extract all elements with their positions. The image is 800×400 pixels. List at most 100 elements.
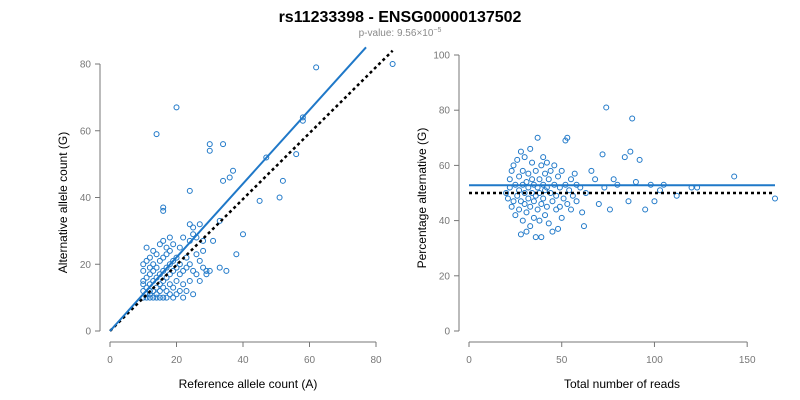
data-point — [508, 167, 515, 174]
data-point — [190, 231, 197, 238]
data-point — [190, 224, 197, 231]
data-point — [173, 254, 180, 261]
data-point — [506, 176, 513, 183]
y-tick-label: 80 — [80, 60, 92, 71]
data-point — [549, 228, 556, 235]
data-point — [610, 176, 617, 183]
data-point — [150, 261, 157, 268]
data-point — [516, 173, 523, 180]
data-point — [153, 291, 160, 298]
data-point — [156, 241, 163, 248]
data-point — [599, 151, 606, 158]
data-point — [173, 291, 180, 298]
data-point — [210, 237, 217, 244]
y-tick-label: 100 — [433, 51, 450, 62]
data-point — [186, 221, 193, 228]
data-point — [519, 217, 526, 224]
data-point — [556, 203, 563, 210]
data-point — [538, 234, 545, 241]
data-point — [527, 203, 534, 210]
data-point — [276, 194, 283, 201]
data-point — [558, 214, 565, 221]
data-point — [580, 223, 587, 230]
data-point — [568, 176, 574, 183]
data-point — [186, 277, 193, 284]
data-point — [516, 206, 523, 213]
data-point — [156, 287, 163, 294]
data-point — [519, 167, 526, 174]
p-value-mantissa: 9.56 — [397, 28, 417, 39]
data-point — [170, 294, 177, 301]
data-point — [220, 177, 227, 184]
data-point — [279, 177, 286, 184]
data-point — [532, 167, 539, 174]
data-point — [160, 284, 167, 291]
data-point — [166, 261, 173, 268]
data-point — [657, 187, 664, 194]
data-point — [203, 267, 210, 274]
data-point — [542, 212, 549, 219]
data-point — [196, 257, 203, 264]
y-tick-label: 80 — [439, 106, 451, 117]
chart-subtitle: p-value: 9.56×10−5 — [359, 27, 442, 39]
data-point — [560, 195, 567, 202]
data-point — [529, 176, 536, 183]
data-point — [523, 178, 530, 185]
data-point — [566, 187, 573, 194]
data-point — [629, 115, 636, 122]
data-point — [176, 271, 183, 278]
data-point — [293, 151, 300, 158]
data-point — [530, 214, 537, 221]
data-point — [731, 173, 738, 180]
data-point — [216, 264, 223, 271]
data-point — [190, 291, 197, 298]
data-point — [170, 284, 177, 291]
x-tick-label: 60 — [304, 355, 316, 366]
data-point — [606, 206, 613, 213]
data-point — [150, 294, 157, 301]
data-point — [166, 247, 173, 254]
data-point — [160, 254, 167, 261]
data-point — [543, 203, 550, 210]
reference-line — [109, 49, 394, 332]
data-point — [534, 206, 541, 213]
y-tick-label: 0 — [85, 327, 91, 338]
data-point — [206, 147, 213, 154]
x-tick-label: 80 — [370, 355, 382, 366]
data-point — [564, 134, 571, 141]
data-point — [166, 291, 173, 298]
data-point — [621, 154, 628, 161]
y-tick-label: 20 — [439, 271, 451, 282]
data-point — [564, 201, 571, 208]
y-tick-label: 60 — [439, 161, 451, 172]
data-point — [143, 244, 150, 251]
data-point — [514, 156, 521, 163]
x-tick-label: 20 — [171, 355, 183, 366]
data-point — [153, 251, 160, 258]
data-point — [186, 261, 193, 268]
data-point — [183, 287, 190, 294]
data-point — [299, 114, 306, 121]
data-point — [193, 251, 200, 258]
data-point — [540, 195, 547, 202]
x-tick-label: 40 — [237, 355, 249, 366]
data-point — [527, 145, 534, 152]
data-point — [558, 167, 565, 174]
data-point — [166, 234, 173, 241]
data-point — [160, 294, 167, 301]
data-point — [140, 267, 147, 274]
data-point — [143, 274, 150, 281]
data-point — [545, 176, 552, 183]
data-point — [156, 257, 163, 264]
data-point — [389, 61, 396, 67]
data-point — [173, 104, 180, 111]
y-tick-label: 20 — [80, 260, 92, 271]
data-point — [233, 251, 240, 258]
data-point — [163, 264, 170, 271]
x-tick-label: 50 — [556, 355, 568, 366]
data-point — [632, 178, 639, 185]
data-point — [206, 141, 213, 148]
data-point — [180, 267, 187, 274]
data-point — [143, 294, 150, 301]
